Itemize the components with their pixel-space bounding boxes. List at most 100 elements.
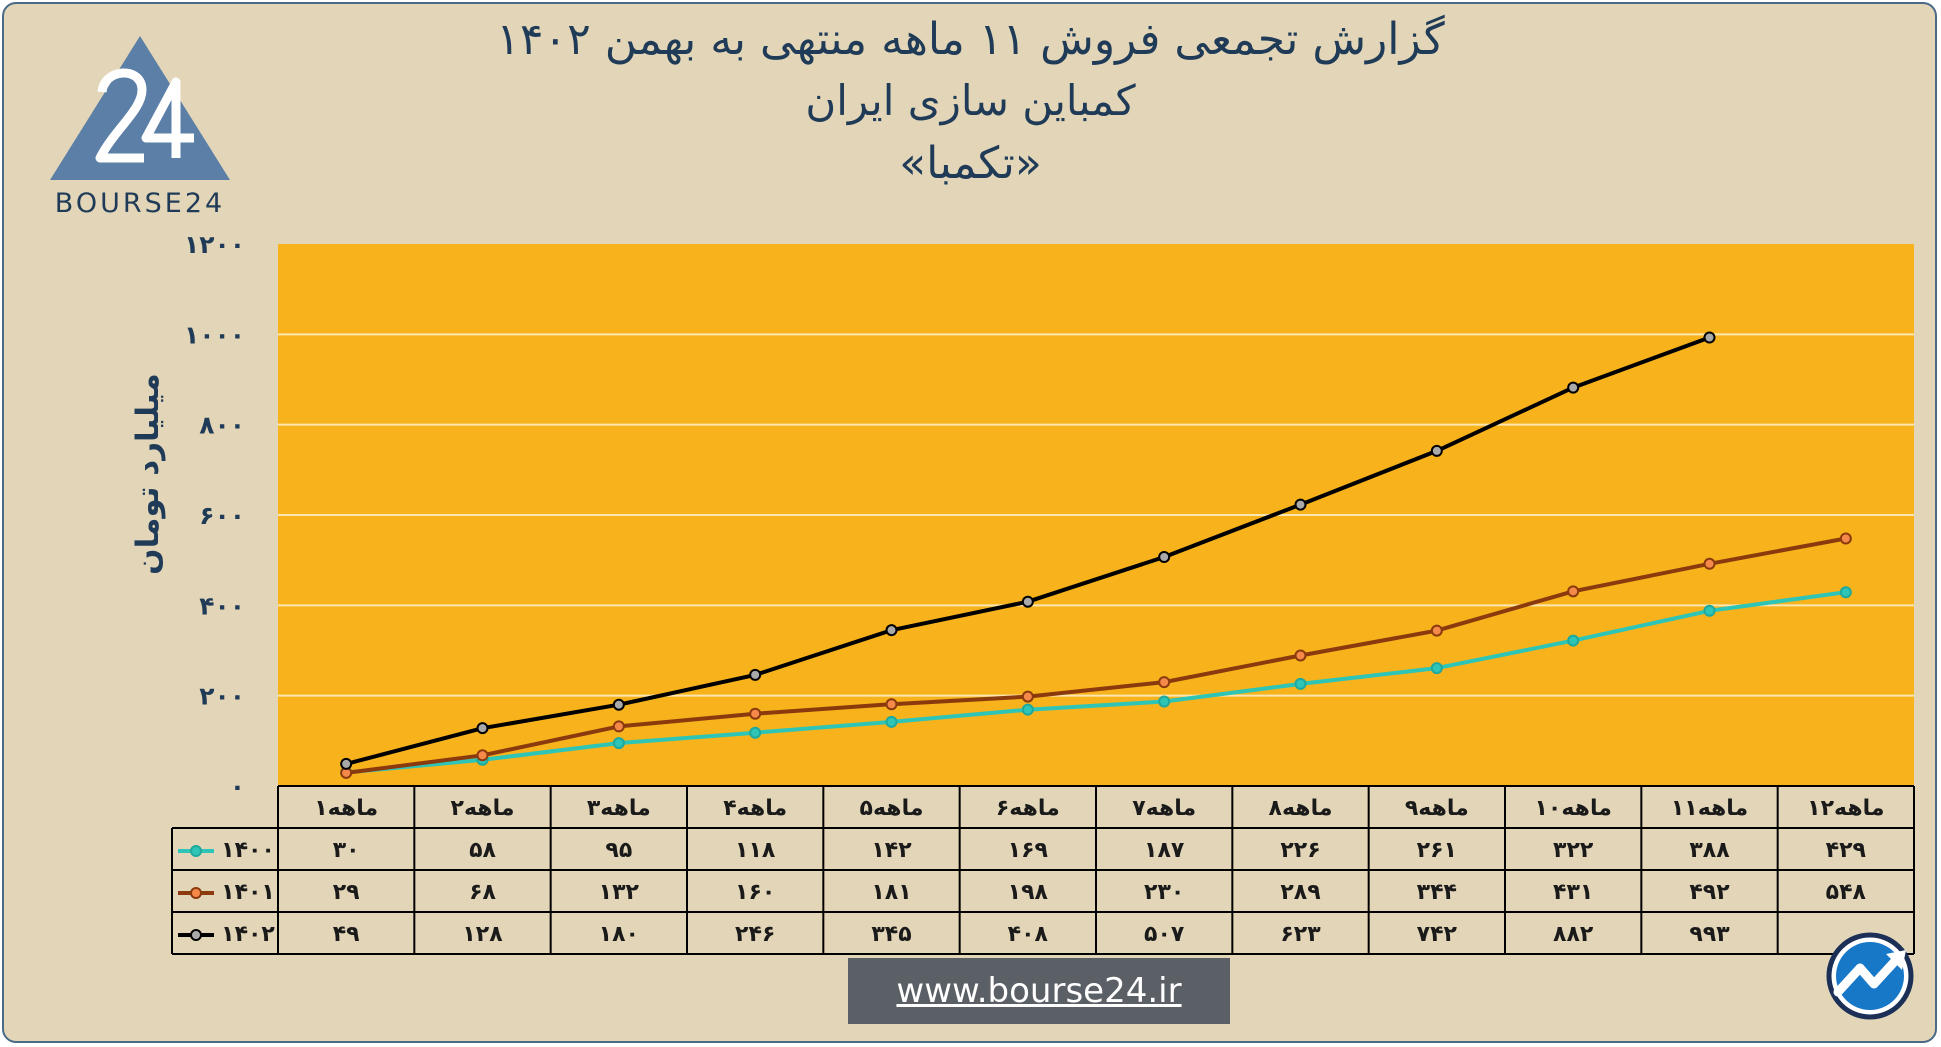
y-tick-label: ۱۲۰۰ bbox=[184, 230, 245, 259]
data-label: ۳۴۵ bbox=[871, 922, 911, 947]
x-tick-label: ۷ماهه bbox=[1132, 796, 1196, 821]
data-point bbox=[1839, 532, 1852, 545]
data-label: ۱۸۰ bbox=[599, 922, 639, 947]
x-tick-label: ۱۰ماهه bbox=[1534, 796, 1611, 821]
series-line bbox=[345, 536, 1847, 775]
data-label: ۱۹۸ bbox=[1008, 880, 1049, 905]
y-tick-label: ۱۰۰۰ bbox=[184, 320, 245, 349]
x-tick-label: ۱۱ماهه bbox=[1671, 796, 1748, 821]
data-point bbox=[1567, 585, 1580, 598]
data-point bbox=[612, 737, 625, 750]
data-point bbox=[1158, 676, 1171, 689]
data-point bbox=[749, 707, 762, 720]
series-line bbox=[346, 590, 1847, 775]
data-label: ۳۰ bbox=[333, 838, 360, 863]
legend-label: ۱۴۰۱ bbox=[221, 880, 275, 905]
x-tick-label: ۱۲ماهه bbox=[1807, 796, 1884, 821]
data-point bbox=[1158, 551, 1171, 564]
data-label: ۳۴۴ bbox=[1417, 880, 1457, 905]
x-tick-label: ۳ماهه bbox=[587, 796, 651, 821]
data-point bbox=[1839, 586, 1852, 599]
data-point bbox=[1294, 498, 1307, 511]
data-label: ۲۴۶ bbox=[735, 922, 775, 947]
data-point bbox=[1158, 695, 1171, 708]
y-axis: ۰ ۲۰۰ ۴۰۰ ۶۰۰ ۸۰۰ ۱۰۰۰ ۱۲۰۰ bbox=[184, 230, 245, 801]
data-label: ۶۲۳ bbox=[1280, 922, 1321, 947]
data-label: ۱۱۸ bbox=[735, 838, 776, 863]
series-lines bbox=[340, 331, 1852, 779]
y-tick-label: ۶۰۰ bbox=[199, 501, 245, 530]
data-label: ۵۴۸ bbox=[1826, 880, 1867, 905]
chart-title-line-2: کمباین سازی ایران bbox=[805, 76, 1136, 125]
data-label: ۱۴۲ bbox=[871, 838, 912, 863]
y-tick-label: ۴۰۰ bbox=[199, 591, 245, 620]
y-tick-label: ۲۰۰ bbox=[199, 682, 245, 711]
y-tick-label: ۰ bbox=[230, 772, 245, 801]
data-label: ۹۹۳ bbox=[1689, 922, 1730, 947]
website-link[interactable]: www.bourse24.ir bbox=[896, 971, 1182, 1011]
data-label: ۴۰۸ bbox=[1008, 922, 1049, 947]
data-label: ۴۹۲ bbox=[1689, 880, 1730, 905]
gridlines bbox=[278, 333, 1914, 697]
data-label: ۷۴۲ bbox=[1417, 922, 1458, 947]
data-label: ۳۲۲ bbox=[1553, 838, 1594, 863]
x-tick-label: ۲ماهه bbox=[451, 796, 515, 821]
data-label: ۴۳۱ bbox=[1553, 880, 1593, 905]
data-point bbox=[340, 757, 353, 770]
data-point bbox=[476, 722, 489, 735]
data-label: ۴۹ bbox=[333, 922, 360, 947]
y-axis-label: میلیارد تومان bbox=[130, 373, 166, 575]
data-label: ۱۸۷ bbox=[1144, 838, 1185, 863]
data-point bbox=[1703, 331, 1716, 344]
data-label: ۱۳۲ bbox=[599, 880, 640, 905]
data-label: ۸۸۲ bbox=[1553, 922, 1594, 947]
data-point bbox=[885, 715, 898, 728]
trend-arrow-badge-icon bbox=[1826, 932, 1914, 1020]
x-tick-label: ۹ماهه bbox=[1405, 796, 1469, 821]
data-point bbox=[1567, 634, 1580, 647]
legend-label: ۱۴۰۲ bbox=[221, 922, 275, 947]
data-label: ۳۸۸ bbox=[1689, 838, 1730, 863]
data-point bbox=[1294, 649, 1307, 662]
x-tick-label: ۵ماهه bbox=[860, 796, 924, 821]
data-label: ۵۰۷ bbox=[1144, 922, 1185, 947]
data-label: ۴۲۹ bbox=[1826, 838, 1866, 863]
x-tick-label: ۶ماهه bbox=[996, 796, 1060, 821]
data-point bbox=[476, 749, 489, 762]
data-point bbox=[1021, 703, 1034, 716]
data-point bbox=[1021, 690, 1034, 703]
data-point bbox=[1703, 604, 1716, 617]
chart-title-line-3: «تکمبا» bbox=[899, 138, 1042, 189]
data-label: ۱۶۹ bbox=[1008, 838, 1048, 863]
data-label: ۹۵ bbox=[605, 838, 632, 863]
data-label: ۲۲۶ bbox=[1280, 838, 1320, 863]
data-point bbox=[1430, 444, 1443, 457]
data-label: ۱۶۰ bbox=[735, 880, 775, 905]
y-tick-label: ۸۰۰ bbox=[199, 411, 245, 440]
data-label: ۱۸۱ bbox=[871, 880, 911, 905]
data-label: ۵۸ bbox=[469, 838, 496, 863]
data-label: ۲۸۹ bbox=[1280, 880, 1320, 905]
data-point bbox=[885, 698, 898, 711]
data-point bbox=[1294, 677, 1307, 690]
chart-title-line-1: گزارش تجمعی فروش ۱۱ ماهه منتهی به بهمن ۱… bbox=[496, 14, 1445, 65]
logo-wordmark: BOURSE24 bbox=[55, 188, 225, 219]
data-label: ۲۹ bbox=[333, 880, 360, 905]
legend-label: ۱۴۰۰ bbox=[221, 838, 275, 863]
data-label: ۲۳۰ bbox=[1144, 880, 1184, 905]
data-label: ۲۶۱ bbox=[1417, 838, 1457, 863]
legend-marker bbox=[190, 845, 202, 857]
data-label: ۱۲۸ bbox=[462, 922, 503, 947]
data-point bbox=[1430, 624, 1443, 637]
data-point bbox=[612, 720, 625, 733]
data-point bbox=[1021, 595, 1034, 608]
data-point bbox=[749, 668, 762, 681]
data-point bbox=[885, 624, 898, 637]
data-point bbox=[1703, 557, 1716, 570]
legend-marker bbox=[190, 887, 202, 899]
website-banner[interactable]: www.bourse24.ir bbox=[848, 958, 1230, 1024]
data-point bbox=[749, 726, 762, 739]
data-point bbox=[1430, 662, 1443, 675]
legend-marker bbox=[190, 929, 202, 941]
